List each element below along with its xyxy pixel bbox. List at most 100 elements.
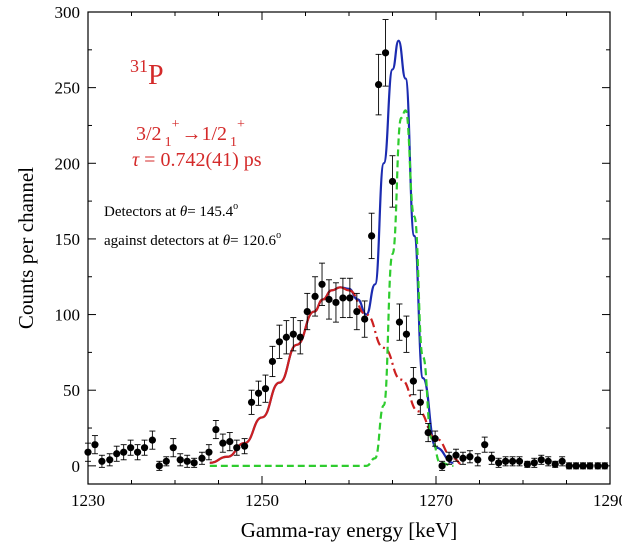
detector-line-2-theta: θ (223, 233, 231, 249)
y-tick-label: 200 (55, 154, 81, 173)
data-point (127, 444, 135, 452)
data-point (537, 456, 545, 464)
detector-line-1-value: = 145.4 (187, 204, 233, 220)
y-tick-label: 250 (55, 79, 81, 98)
fit-curves (209, 39, 463, 467)
data-point (579, 462, 587, 470)
data-point (515, 457, 524, 465)
data-point (424, 428, 432, 437)
x-tick-label: 1250 (245, 491, 279, 510)
y-tick-label: 150 (55, 230, 81, 249)
data-point (233, 444, 241, 452)
data-point (402, 330, 411, 338)
transition-final-sup: + (237, 117, 245, 132)
y-tick-label: 50 (63, 381, 80, 400)
data-point (594, 462, 602, 470)
data-point (275, 338, 283, 346)
y-tick-label: 0 (72, 457, 81, 476)
data-point (502, 457, 510, 465)
data-point (318, 280, 326, 288)
data-point (282, 333, 290, 341)
data-point (466, 453, 474, 461)
detector-line-1-degree: o (233, 201, 238, 212)
lifetime-label: τ = 0.742(41) ps (132, 149, 262, 171)
data-point (353, 307, 361, 316)
y-axis-label: Counts per channel (14, 167, 38, 329)
data-point (332, 298, 340, 307)
data-point (169, 444, 177, 452)
data-point (311, 292, 319, 301)
data-point (438, 462, 446, 470)
data-point (572, 462, 580, 470)
lineshape-fit-line (209, 286, 350, 464)
data-point (474, 456, 482, 464)
data-point (254, 389, 263, 397)
data-point (120, 448, 128, 456)
transition-label: 3/2 1+ →1/2 1+ (136, 117, 245, 150)
data-point (190, 459, 198, 467)
detector-line-1-prefix: Detectors at (104, 204, 180, 220)
data-point (558, 457, 566, 465)
x-axis-label: Gamma-ray energy [keV] (241, 518, 458, 542)
nucleus-mass: 31 (130, 56, 148, 76)
transition-final-sub: 1 (230, 135, 237, 150)
detector-line-2-degree: o (276, 230, 281, 241)
data-point (481, 441, 489, 449)
data-points (84, 19, 609, 471)
data-point (488, 454, 496, 462)
data-point (445, 454, 453, 462)
data-point (148, 436, 156, 444)
tau-value: = 0.742(41) ps (139, 149, 262, 171)
data-point (565, 462, 573, 470)
data-point (268, 357, 277, 366)
data-point (296, 333, 304, 341)
data-point (133, 448, 142, 456)
data-point (155, 462, 163, 470)
data-point (247, 398, 256, 406)
detector-line-2: against detectors at θ= 120.6o (104, 230, 281, 249)
data-point (431, 435, 439, 443)
data-point (226, 438, 234, 446)
data-point (361, 315, 369, 323)
data-point (368, 232, 376, 240)
data-point (409, 377, 417, 385)
data-point (241, 442, 249, 450)
y-tick-label: 300 (55, 3, 81, 22)
data-point (98, 457, 106, 465)
data-point (162, 457, 170, 465)
data-point (212, 425, 220, 434)
data-point (395, 318, 404, 326)
detector-line-1: Detectors at θ= 145.4o (104, 201, 238, 220)
data-point (374, 81, 383, 89)
nucleus-label: 31P (130, 56, 164, 91)
data-point (416, 398, 424, 406)
data-point (325, 295, 333, 304)
transition-final: 1/2 (201, 123, 227, 145)
data-point (261, 385, 270, 393)
data-point (523, 460, 531, 468)
data-point (586, 462, 594, 470)
data-point (106, 456, 114, 464)
tau-symbol: τ (132, 149, 140, 171)
data-point (544, 457, 552, 465)
data-point (113, 450, 121, 458)
x-tick-label: 1270 (419, 491, 453, 510)
data-point (289, 330, 297, 338)
data-point (601, 462, 609, 470)
data-point (339, 294, 347, 302)
x-tick-label: 1230 (71, 491, 105, 510)
data-point (140, 444, 149, 452)
data-point (219, 439, 227, 447)
data-point (508, 457, 517, 465)
data-point (176, 456, 184, 464)
nucleus-symbol: P (148, 60, 164, 91)
data-point (205, 448, 213, 456)
data-point (303, 307, 311, 316)
data-point (198, 454, 206, 462)
detector-line-2-prefix: against detectors at (104, 233, 223, 249)
data-point (495, 459, 503, 467)
detector-line-2-value: = 120.6 (230, 233, 276, 249)
data-point (381, 49, 390, 57)
